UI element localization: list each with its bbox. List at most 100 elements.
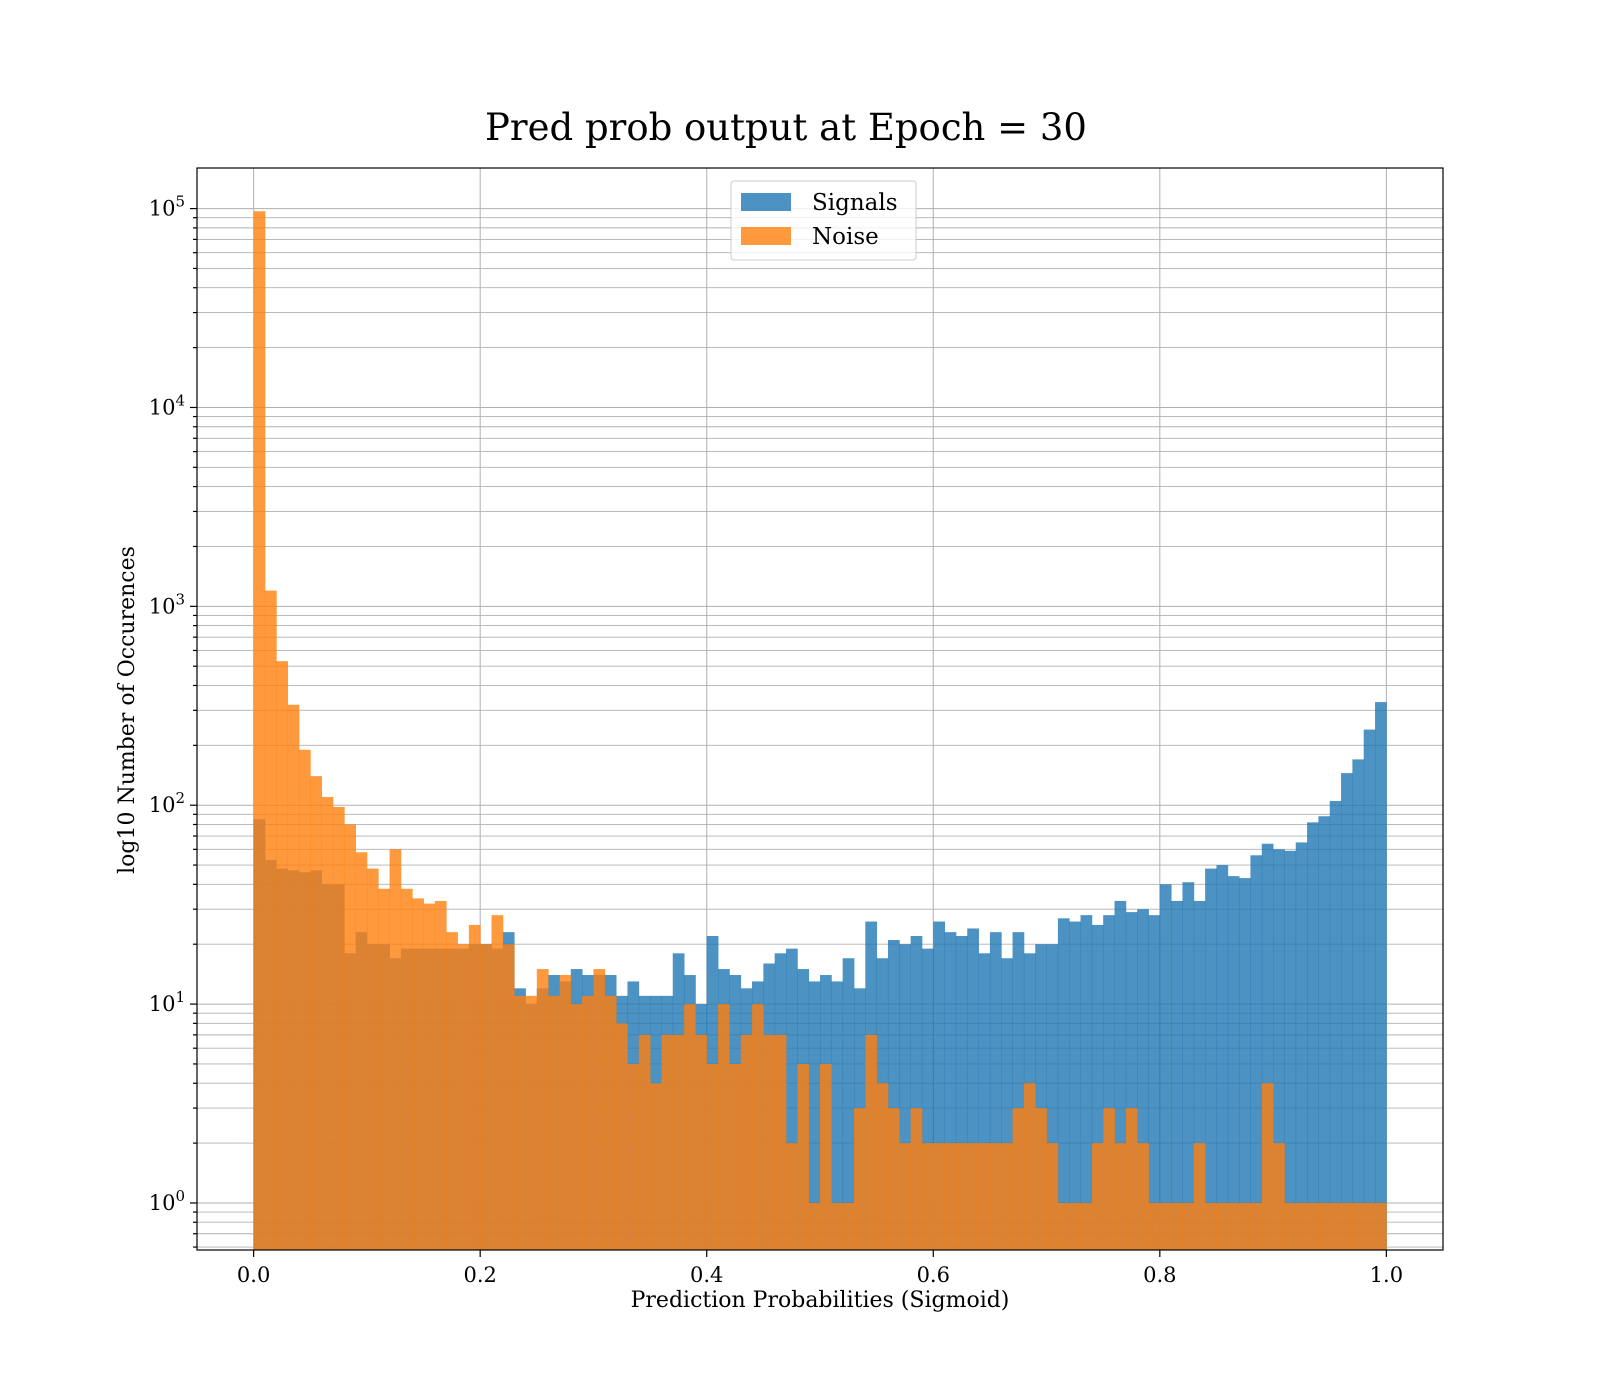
legend-swatch-noise <box>741 227 791 245</box>
noise-bar <box>876 1083 889 1250</box>
signals-bar <box>1273 849 1285 1250</box>
chart-title: Pred prob output at Epoch = 30 <box>485 106 1087 149</box>
noise-bar <box>752 1004 764 1250</box>
legend-label-signals: Signals <box>812 190 898 216</box>
noise-bar <box>933 1143 945 1250</box>
noise-bar <box>967 1143 979 1250</box>
y-axis-label: log10 Number of Occurences <box>115 546 140 874</box>
y-axis-ticks: 100 101 102 103 104 105 <box>149 193 197 1248</box>
noise-bar <box>1057 1202 1070 1250</box>
noise-bar <box>729 1063 742 1250</box>
signals-bar <box>921 948 934 1250</box>
signals-bar <box>786 948 798 1250</box>
noise-bar <box>1239 1202 1251 1250</box>
signals-bar <box>831 981 844 1250</box>
noise-bar <box>1341 1202 1353 1250</box>
noise-bar <box>264 590 277 1250</box>
x-tick-label: 0.6 <box>917 1263 950 1287</box>
y-tick-label: 105 <box>149 193 185 221</box>
noise-bar <box>887 1108 900 1250</box>
signals-bar <box>910 935 923 1250</box>
noise-bar <box>355 852 368 1250</box>
noise-bar <box>865 1034 878 1250</box>
noise-bar <box>332 806 345 1250</box>
signals-bar <box>1205 868 1217 1250</box>
noise-bar <box>921 1143 934 1250</box>
x-axis-ticks: 0.0 0.2 0.4 0.6 0.8 1.0 <box>237 1250 1403 1287</box>
noise-bar <box>910 1108 923 1250</box>
noise-bar <box>1182 1202 1195 1250</box>
signals-bar <box>1261 843 1274 1250</box>
noise-bar <box>718 1004 730 1250</box>
noise-bar <box>434 900 447 1250</box>
noise-bar <box>786 1143 798 1250</box>
noise-bar <box>831 1202 844 1250</box>
signals-bar <box>1295 842 1308 1250</box>
legend-swatch-signals <box>741 193 791 211</box>
y-tick-label: 103 <box>149 590 185 618</box>
noise-bar <box>310 776 322 1250</box>
signals-bar <box>1341 773 1353 1250</box>
noise-bar <box>627 1063 640 1250</box>
signals-bar <box>1375 702 1387 1250</box>
signals-bar <box>1329 801 1342 1250</box>
noise-bar <box>650 1083 662 1250</box>
noise-bar <box>1023 1083 1036 1250</box>
noise-bar <box>1273 1143 1285 1250</box>
noise-bar <box>1352 1202 1365 1250</box>
noise-bar <box>412 898 424 1250</box>
noise-bar <box>491 915 504 1250</box>
signals-bar <box>1012 932 1025 1250</box>
noise-bar <box>253 211 266 1251</box>
noise-bar <box>366 868 379 1250</box>
noise-bar <box>1261 1083 1274 1250</box>
noise-bar <box>944 1143 957 1250</box>
signals-bar <box>1307 822 1319 1250</box>
noise-bar <box>468 924 481 1250</box>
y-tick-label: 104 <box>149 391 185 419</box>
noise-bar <box>446 932 458 1250</box>
noise-bar <box>1148 1202 1161 1250</box>
signals-bar <box>1318 816 1331 1250</box>
noise-bar <box>1091 1143 1104 1250</box>
noise-bar <box>1295 1202 1308 1250</box>
noise-bar <box>502 944 515 1250</box>
noise-bar <box>989 1143 1002 1250</box>
x-axis-label: Prediction Probabilities (Sigmoid) <box>631 1288 1010 1313</box>
noise-bar <box>1080 1202 1093 1250</box>
noise-bar <box>582 995 594 1250</box>
noise-bar <box>1318 1202 1331 1250</box>
x-tick-label: 0.8 <box>1143 1263 1176 1287</box>
noise-bar <box>400 888 413 1250</box>
noise-bar <box>1171 1202 1183 1250</box>
noise-series <box>253 211 1387 1251</box>
noise-bar <box>389 849 402 1250</box>
noise-bar <box>1363 1202 1376 1250</box>
signals-bar <box>955 935 968 1250</box>
noise-bar <box>706 1063 719 1250</box>
noise-bar <box>955 1143 968 1250</box>
plot-frame <box>196 167 1444 1251</box>
noise-bar <box>1035 1108 1047 1250</box>
signals-bar <box>1137 909 1149 1250</box>
noise-bar <box>616 1023 628 1250</box>
signals-bar <box>1080 915 1093 1250</box>
signals-bar <box>967 928 979 1250</box>
signals-bar <box>1091 924 1104 1250</box>
signals-bar <box>842 958 855 1250</box>
signals-bar <box>1352 759 1365 1250</box>
noise-bar <box>774 1034 787 1250</box>
noise-bar <box>1205 1202 1217 1250</box>
noise-bar <box>661 1034 674 1250</box>
y-tick-label: 101 <box>149 988 185 1016</box>
y-tick-label: 102 <box>149 789 185 817</box>
signals-bar <box>1216 865 1229 1250</box>
noise-bar <box>1329 1202 1342 1250</box>
noise-bar <box>899 1143 912 1250</box>
noise-bar <box>684 1004 696 1250</box>
signals-bar <box>1239 878 1251 1250</box>
signals-bar <box>944 932 957 1250</box>
signals-bar <box>1182 882 1195 1250</box>
signals-bar <box>989 932 1002 1250</box>
signals-bar <box>899 944 912 1250</box>
